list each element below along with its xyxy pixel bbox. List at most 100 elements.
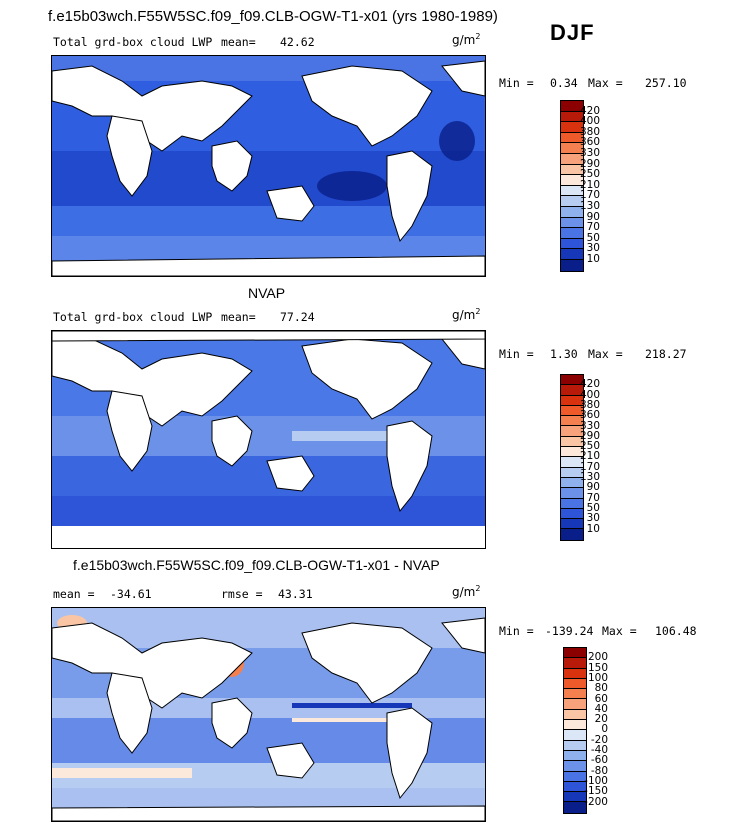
colorbar-swatch: [564, 740, 586, 751]
colorbar-swatch: [561, 416, 583, 427]
panel1-max-label: Max =: [588, 76, 623, 90]
panel3-max-value: 106.48: [655, 624, 697, 638]
panel3-heading: f.e15b03wch.F55W5SC.f09_f09.CLB-OGW-T1-x…: [73, 557, 440, 573]
colorbar-level-label: 380: [579, 398, 600, 411]
colorbar-level-label: 60: [594, 692, 608, 705]
colorbar-level-label: 30: [586, 242, 600, 255]
colorbar-swatch: [561, 375, 583, 386]
colorbar-level-label: 150: [587, 661, 608, 674]
colorbar-level-label: 130: [579, 471, 600, 483]
panel2-max-value: 218.27: [645, 347, 687, 361]
colorbar-level-label: 10: [586, 253, 600, 265]
colorbar-level-label: 40: [594, 702, 608, 715]
colorbar-swatch: [564, 678, 586, 690]
colorbar-level-label: 200: [587, 651, 608, 664]
colorbar-level-label: 0: [601, 723, 608, 736]
colorbar-swatch: [564, 802, 586, 813]
plot-title: f.e15b03wch.F55W5SC.f09_f09.CLB-OGW-T1-x…: [48, 8, 498, 25]
colorbar-level-label: 210: [579, 450, 600, 463]
colorbar-level-label: 420: [579, 378, 600, 391]
colorbar-level-label: 360: [579, 409, 600, 422]
colorbar-level-label: 380: [579, 125, 600, 138]
colorbar-swatch: [561, 228, 583, 239]
colorbar-swatch: [564, 771, 586, 782]
colorbar-swatch: [561, 132, 583, 144]
panel2-map: [51, 330, 486, 549]
colorbar-swatch: [561, 259, 583, 271]
colorbar-swatch: [561, 488, 583, 499]
panel1-max-value: 257.10: [645, 76, 687, 90]
colorbar-level-label: 330: [579, 419, 600, 432]
colorbar-swatch: [561, 164, 583, 176]
colorbar-swatch: [564, 720, 586, 731]
panel3-min-value: -139.24: [545, 624, 594, 638]
colorbar-level-label: 400: [579, 388, 600, 401]
colorbar-level-label: 10: [586, 522, 600, 535]
panel3-mean-label: mean =: [53, 587, 95, 601]
colorbar-swatch: [561, 436, 583, 448]
colorbar-level-label: 400: [579, 115, 600, 128]
panel3-rmse-label: rmse =: [221, 587, 263, 601]
panel2-max-label: Max =: [588, 347, 623, 361]
colorbar-level-label: 250: [579, 440, 600, 453]
colorbar-swatch: [561, 447, 583, 458]
colorbar-swatch: [561, 122, 583, 133]
colorbar-swatch: [561, 529, 583, 540]
colorbar-level-label: 130: [579, 200, 600, 212]
season-label: DJF: [550, 20, 595, 45]
panel1-map: [51, 55, 486, 277]
colorbar-swatch: [564, 709, 586, 721]
panel2-min-label: Min =: [499, 347, 534, 361]
colorbar-swatch: [564, 761, 586, 772]
panel1-variable: Total grd-box cloud LWP: [53, 35, 213, 49]
panel1-min-value: 0.34: [550, 76, 578, 90]
colorbar-level-label: 100: [587, 671, 608, 684]
panel3-max-label: Max =: [602, 624, 637, 638]
colorbar-level-label: 170: [579, 189, 600, 202]
colorbar-level-label: 330: [579, 147, 600, 159]
panel3-units: g/m2: [452, 584, 481, 599]
panel2-mean-value: 77.24: [280, 310, 315, 324]
colorbar-level-label: 250: [579, 168, 600, 181]
colorbar-swatch: [561, 143, 583, 154]
colorbar-level-label: 70: [586, 491, 600, 504]
colorbar-swatch: [561, 385, 583, 396]
colorbar-swatch: [561, 477, 583, 489]
colorbar-level-label: 290: [579, 429, 600, 442]
colorbar-level-label: 80: [594, 682, 608, 695]
colorbar-level-label: 170: [579, 460, 600, 473]
colorbar-level-label: -200: [584, 795, 608, 808]
colorbar-level-label: 50: [586, 501, 600, 514]
colorbar-swatch: [564, 648, 586, 659]
panel2-variable: Total grd-box cloud LWP: [53, 310, 213, 324]
panel2-heading: NVAP: [248, 285, 286, 301]
colorbar-swatch: [561, 405, 583, 417]
panel3-map: [51, 607, 486, 822]
colorbar-swatch: [564, 699, 586, 710]
colorbar-swatch: [561, 217, 583, 229]
colorbar-swatch: [561, 508, 583, 520]
colorbar-level-label: 70: [586, 221, 600, 234]
colorbar-swatch: [561, 175, 583, 186]
colorbar-level-label: 20: [594, 713, 608, 726]
colorbar-level-label: -80: [590, 764, 608, 777]
panel2-colorbar: [560, 374, 584, 541]
colorbar-swatch: [564, 792, 586, 803]
colorbar-level-label: 90: [586, 210, 600, 223]
colorbar-level-label: -150: [584, 785, 608, 798]
colorbar-level-label: -100: [584, 774, 608, 787]
colorbar-swatch: [561, 206, 583, 218]
panel1-colorbar: [560, 100, 584, 272]
colorbar-level-label: 210: [579, 178, 600, 191]
colorbar-swatch: [561, 153, 583, 165]
panel1-min-label: Min =: [499, 76, 534, 90]
colorbar-swatch: [561, 101, 583, 112]
colorbar-level-label: 50: [586, 231, 600, 244]
colorbar-swatch: [561, 426, 583, 437]
colorbar-swatch: [561, 185, 583, 197]
panel3-rmse-value: 43.31: [278, 587, 313, 601]
colorbar-level-label: 30: [586, 512, 600, 525]
colorbar-swatch: [561, 519, 583, 530]
colorbar-level-label: 290: [579, 157, 600, 170]
colorbar-swatch: [561, 467, 583, 478]
